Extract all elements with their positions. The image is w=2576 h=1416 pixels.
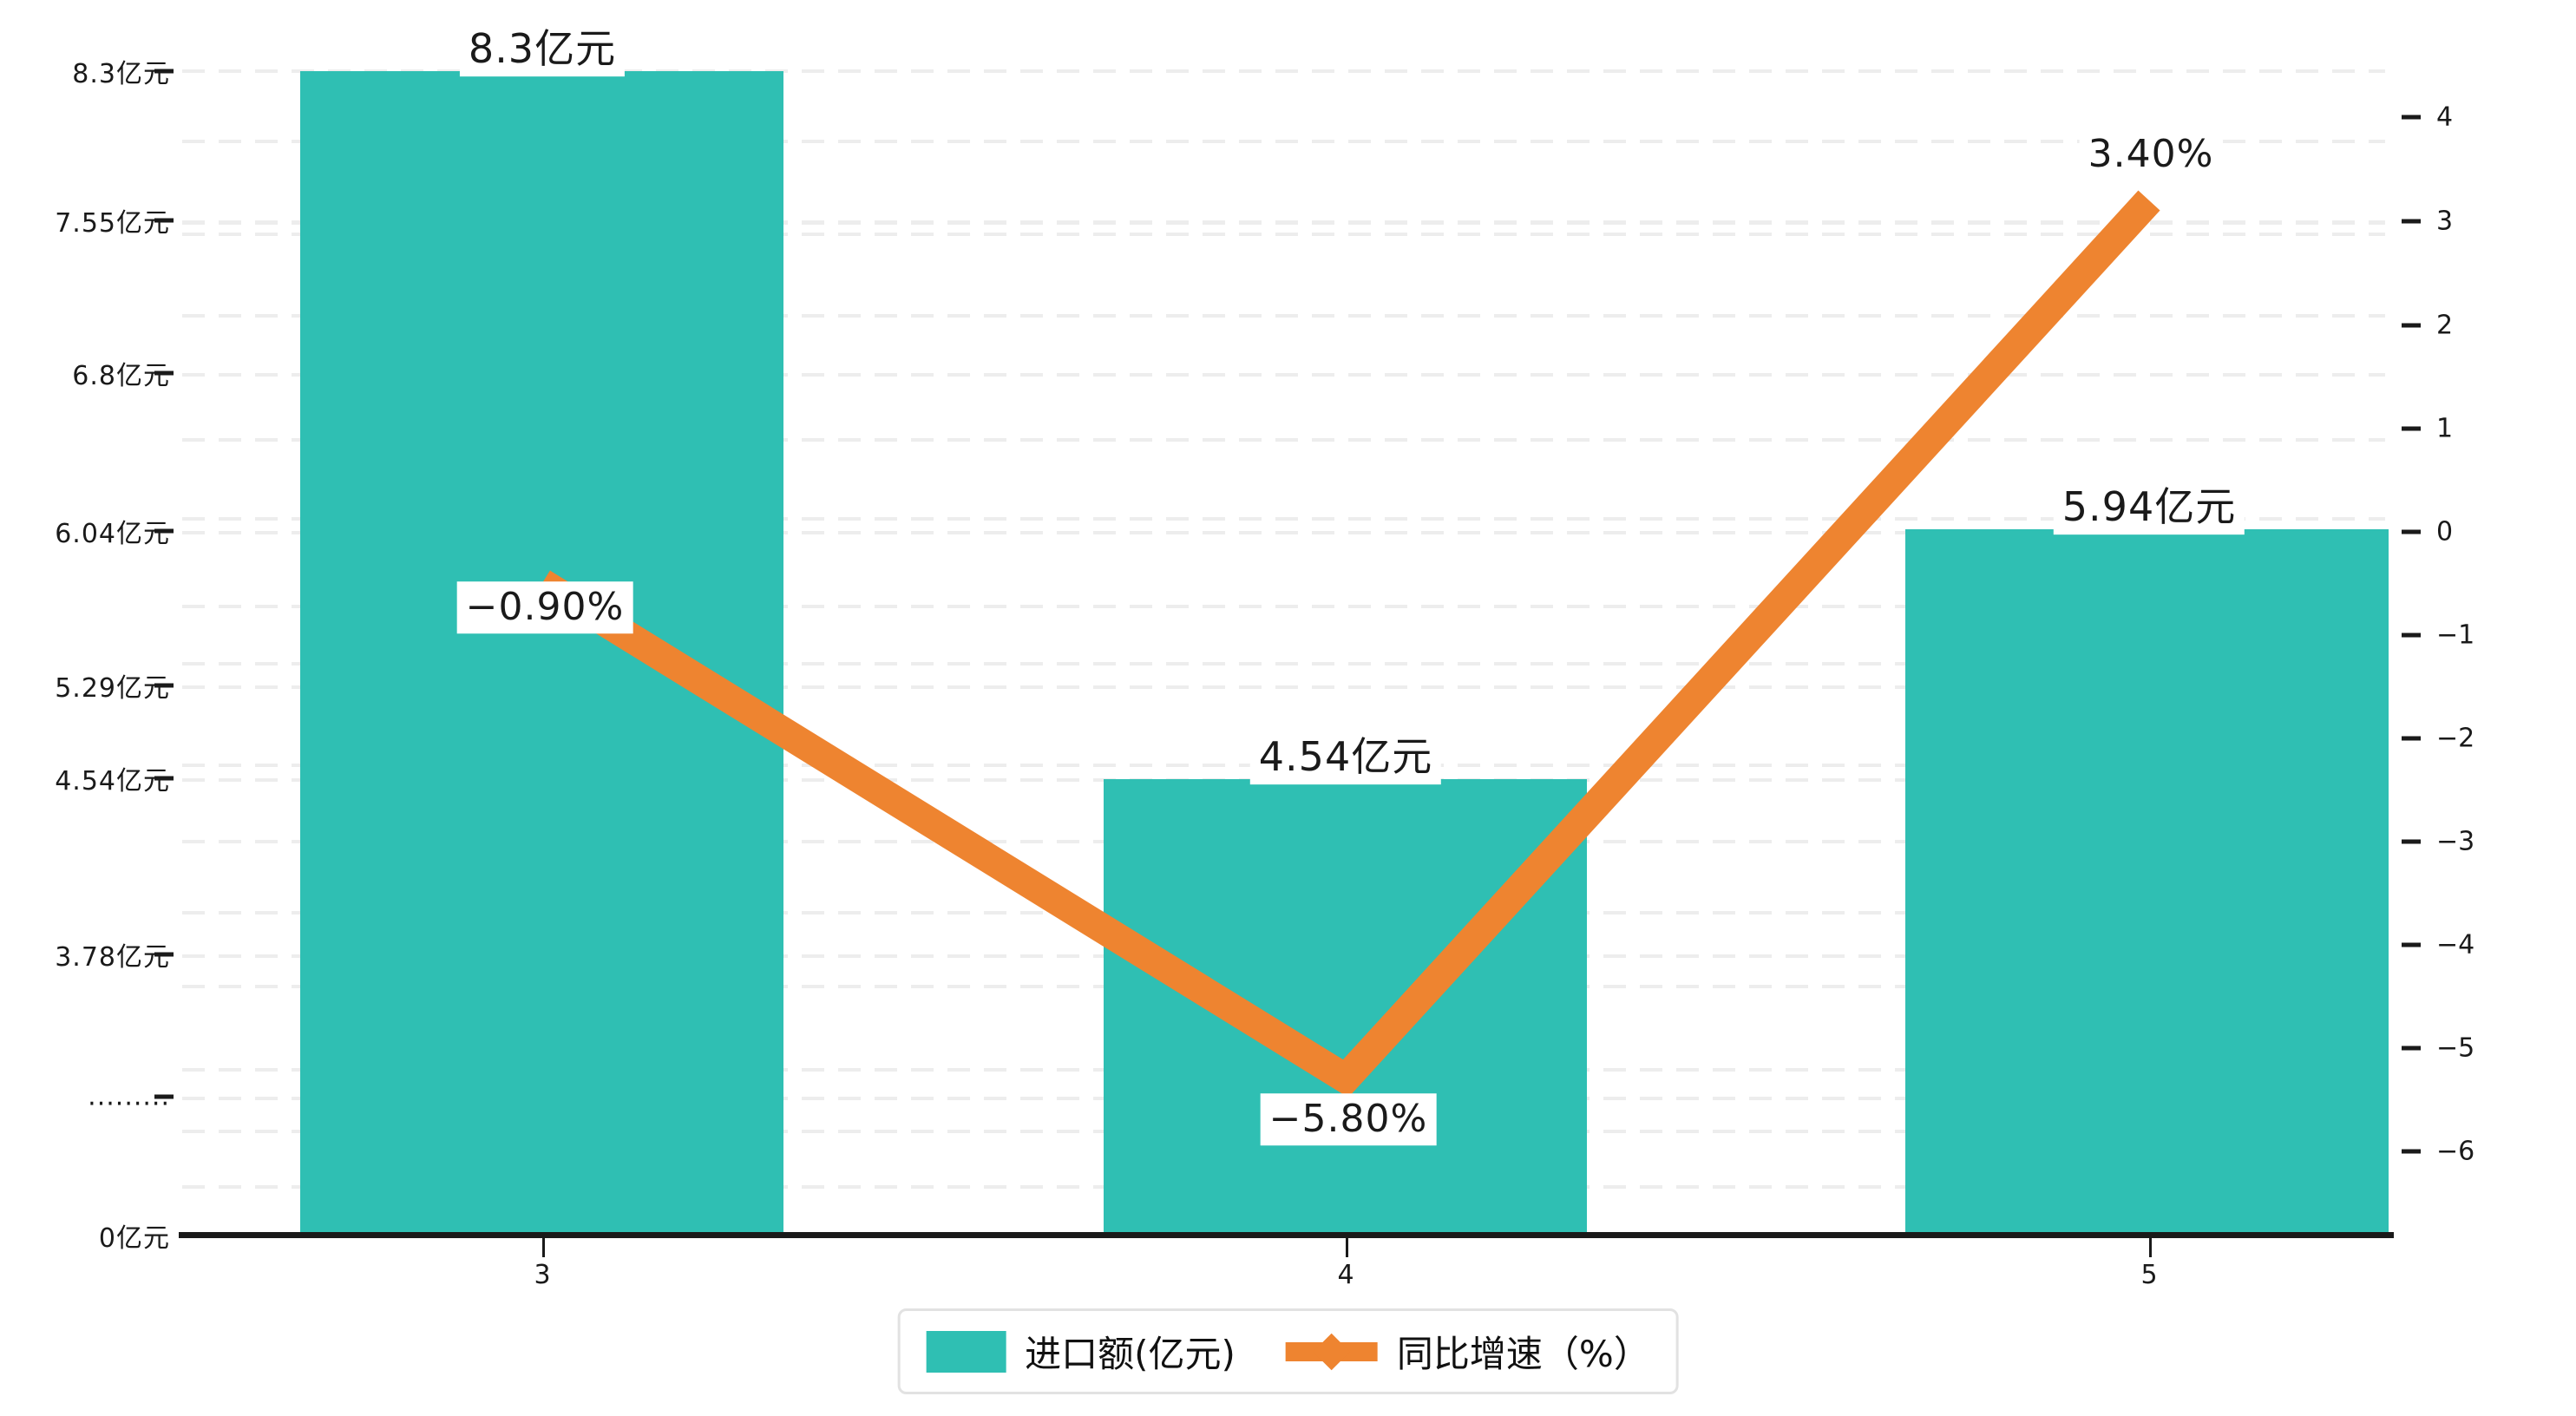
y-left-label-4: 5.29亿元 [55, 673, 170, 704]
bar-value-label-3: 8.3亿元 [459, 23, 626, 76]
legend-item-import-amount[interactable]: 进口额(亿元) [926, 1325, 1236, 1378]
x-tick-label-1: 4 [1337, 1260, 1354, 1290]
x-axis-line [179, 1232, 2394, 1238]
y-right-label-2: 2 [2436, 310, 2454, 341]
line-marker-icon [1286, 1331, 1378, 1373]
y-left-label-3: 6.04亿元 [55, 519, 170, 549]
bar-5[interactable] [1905, 529, 2389, 1236]
y-right-label-3: 1 [2436, 413, 2454, 444]
bar-value-label-5: 5.94亿元 [2053, 481, 2245, 534]
x-tick-5 [2149, 1238, 2152, 1257]
y-right-label-6: −2 [2436, 723, 2475, 754]
x-tick-3 [542, 1238, 545, 1257]
y-right-label-4: 0 [2436, 516, 2454, 547]
line-value-label-3: −0.90% [456, 581, 633, 633]
y-right-label-8: −4 [2436, 929, 2475, 960]
y-right-label-7: −3 [2436, 826, 2475, 857]
y-right-label-9: −5 [2436, 1032, 2475, 1064]
y-right-label-5: −1 [2436, 620, 2475, 651]
legend-label-yoy-growth: 同比增速（%） [1396, 1333, 1650, 1375]
y-left-label-1: 7.55亿元 [55, 208, 170, 239]
bar-value-label-4: 4.54亿元 [1249, 731, 1442, 784]
bar-3[interactable] [300, 71, 783, 1236]
bar-swatch-icon [926, 1330, 1006, 1373]
x-tick-label-2: 5 [2140, 1260, 2158, 1290]
x-tick-4 [1346, 1238, 1348, 1257]
y-left-label-5: 4.54亿元 [55, 766, 170, 796]
y-right-label-10: −6 [2436, 1136, 2475, 1167]
y-right-label-0: 4 [2436, 102, 2454, 133]
x-tick-label-0: 3 [534, 1260, 551, 1290]
legend-label-import-amount: 进口额(亿元) [1025, 1333, 1236, 1375]
legend: 进口额(亿元) 同比增速（%） [897, 1308, 1679, 1394]
y-left-label-6: 3.78亿元 [55, 942, 170, 973]
y-left-label-8: 0亿元 [98, 1223, 170, 1254]
y-left-label-7: ......... [88, 1081, 170, 1112]
y-right-label-1: 3 [2436, 206, 2454, 237]
line-value-label-4: −5.80% [1260, 1093, 1437, 1145]
line-value-label-5: 3.40% [2079, 128, 2223, 180]
legend-item-yoy-growth[interactable]: 同比增速（%） [1286, 1325, 1650, 1378]
bar-4[interactable] [1104, 779, 1587, 1236]
y-left-label-2: 6.8亿元 [72, 361, 170, 391]
y-left-label-0: 8.3亿元 [72, 59, 170, 89]
